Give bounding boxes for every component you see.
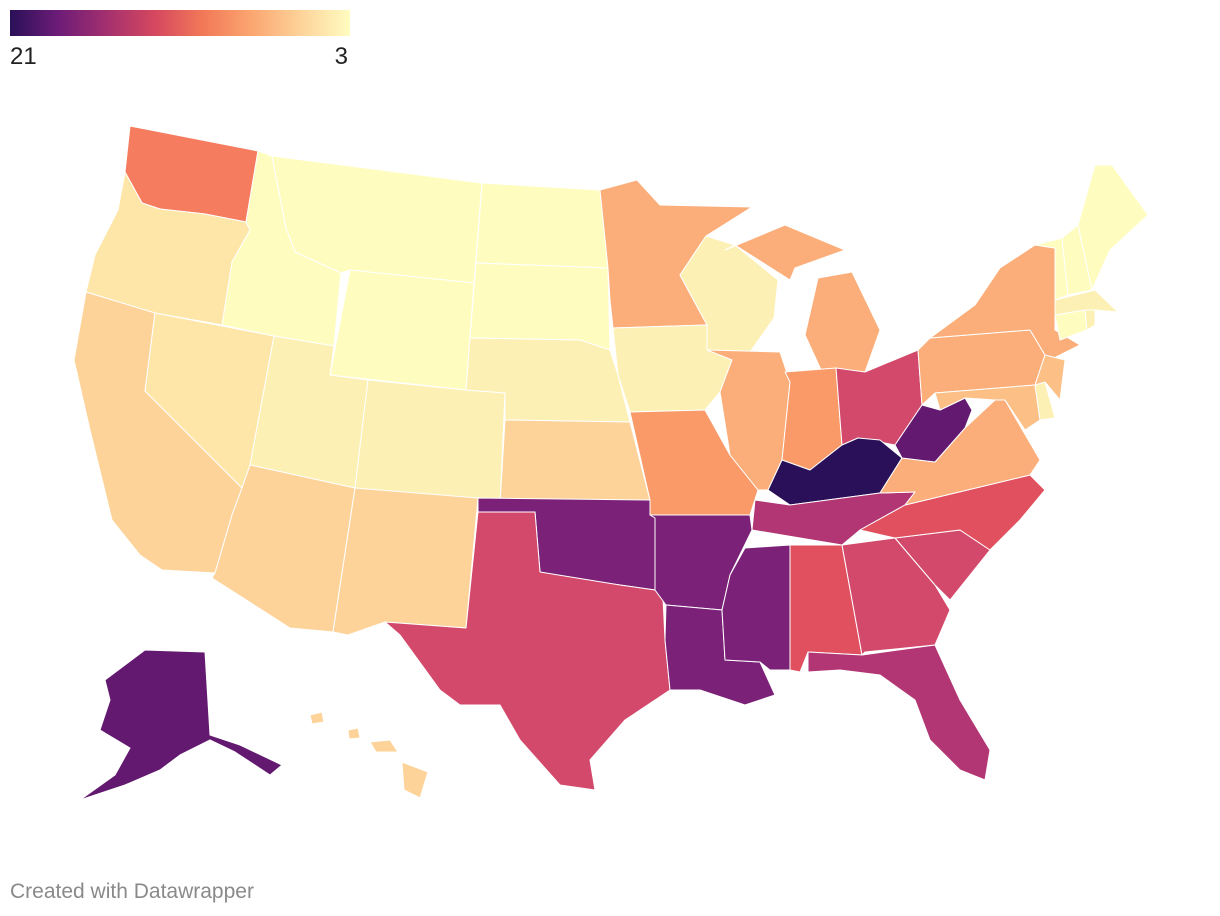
legend-gradient-bar (10, 10, 350, 36)
state-sd[interactable] (469, 262, 611, 351)
state-tx[interactable] (384, 511, 671, 791)
state-il[interactable] (706, 349, 791, 491)
state-ny[interactable] (929, 244, 1081, 361)
state-fl[interactable] (807, 644, 991, 781)
state-nc[interactable] (859, 474, 1046, 551)
state-nm[interactable] (332, 487, 479, 636)
state-ak[interactable] (79, 649, 283, 801)
state-vt[interactable] (1034, 237, 1069, 301)
color-legend: 21 3 (10, 10, 350, 73)
state-ri[interactable] (1084, 309, 1096, 331)
legend-min-label: 21 (10, 43, 37, 70)
state-wv[interactable] (894, 397, 973, 463)
state-ma[interactable] (1054, 289, 1119, 316)
state-hi[interactable] (309, 711, 429, 799)
state-ks[interactable] (499, 419, 651, 505)
state-nd[interactable] (475, 182, 609, 269)
state-co[interactable] (354, 379, 506, 505)
legend-max-label: 3 (334, 43, 348, 70)
state-wy[interactable] (329, 269, 475, 391)
state-me[interactable] (1077, 164, 1149, 291)
datawrapper-credit: Created with Datawrapper (10, 880, 254, 903)
state-nj[interactable] (1034, 354, 1066, 401)
state-mo[interactable] (629, 409, 759, 516)
